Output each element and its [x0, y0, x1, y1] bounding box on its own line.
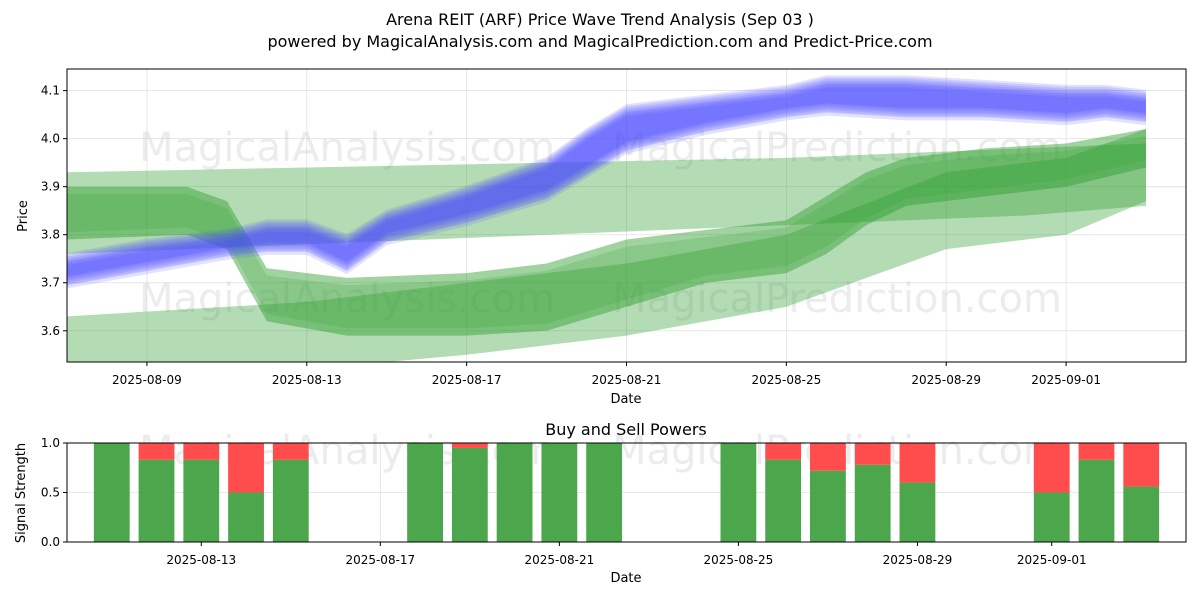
trend-band-a-core	[67, 136, 1146, 329]
power-x-tick-label: 2025-08-29	[883, 553, 953, 567]
power-y-tick-label: 0.0	[41, 535, 60, 549]
price-chart-ylabel: Price	[16, 200, 31, 232]
sell-power-bar	[451, 443, 488, 448]
power-y-tick-label: 1.0	[41, 436, 60, 450]
buy-power-bar	[765, 459, 802, 542]
watermark-prediction-top: MagicalPrediction.com	[612, 125, 1062, 171]
sell-power-bar	[1078, 443, 1115, 460]
price-chart-bands	[67, 75, 1146, 362]
sell-power-bar	[854, 443, 891, 465]
price-x-tick-label: 2025-08-17	[432, 373, 502, 387]
price-chart-grid	[67, 69, 1186, 362]
power-chart: Buy and Sell Powers MagicalAnalysis.com …	[14, 420, 1187, 586]
power-x-tick-label: 2025-08-21	[524, 553, 594, 567]
sell-power-bar	[1123, 443, 1160, 487]
price-x-tick-label: 2025-08-13	[272, 373, 342, 387]
sell-power-bar	[765, 443, 802, 460]
figure-title-line1: Arena REIT (ARF) Price Wave Trend Analys…	[386, 10, 814, 29]
power-chart-ylabel: Signal Strength	[14, 443, 29, 543]
price-chart-y-ticks: 3.6 3.7 3.8 3.9 4.0 4.1	[41, 84, 67, 338]
watermark-analysis-mid: MagicalAnalysis.com	[139, 276, 555, 322]
buy-power-bar	[93, 443, 130, 542]
power-x-tick-label: 2025-08-25	[704, 553, 774, 567]
buy-power-bar	[854, 464, 891, 542]
price-wave-band-layer	[67, 75, 1146, 289]
buy-power-bar	[1078, 459, 1115, 542]
buy-power-bar	[451, 447, 488, 542]
price-chart-x-ticks: 2025-08-09 2025-08-13 2025-08-17 2025-08-21…	[112, 362, 1101, 387]
price-y-tick-label: 4.1	[41, 84, 60, 98]
price-y-tick-label: 4.0	[41, 132, 60, 146]
price-x-tick-label: 2025-08-21	[592, 373, 662, 387]
power-x-tick-label: 2025-08-13	[166, 553, 236, 567]
sell-power-bar	[899, 443, 936, 483]
buy-power-bar	[1033, 492, 1070, 542]
price-wave-band-layer	[67, 87, 1146, 276]
trend-band-a	[67, 129, 1146, 336]
buy-power-bar	[1123, 486, 1160, 542]
price-wave-band-layer	[67, 85, 1146, 277]
power-chart-x-ticks: 2025-08-13 2025-08-17 2025-08-21 2025-08-25…	[166, 542, 1087, 567]
buy-power-bar	[228, 492, 264, 542]
price-y-tick-label: 3.7	[41, 276, 60, 290]
trend-band-b	[67, 129, 1146, 362]
watermark-analysis-top: MagicalAnalysis.com	[139, 125, 555, 171]
price-y-tick-label: 3.8	[41, 228, 60, 242]
buy-power-bar	[899, 482, 936, 542]
price-wave-band-layer	[67, 79, 1146, 285]
sell-power-bar	[228, 443, 264, 493]
power-chart-y-ticks: 0.0 0.5 1.0	[41, 436, 67, 549]
price-x-tick-label: 2025-08-25	[751, 373, 821, 387]
price-x-tick-label: 2025-08-09	[112, 373, 182, 387]
power-chart-bars	[93, 443, 1160, 542]
buy-power-bar	[541, 443, 578, 542]
price-wave-band-layer	[67, 77, 1146, 286]
buy-power-bar	[272, 459, 309, 542]
buy-power-bar	[810, 470, 846, 542]
power-chart-xlabel: Date	[610, 571, 641, 586]
price-y-tick-label: 3.9	[41, 180, 60, 194]
power-y-tick-label: 0.5	[41, 486, 60, 500]
buy-power-bar	[720, 443, 757, 542]
sell-power-bar	[272, 443, 309, 460]
figure-title-line2: powered by MagicalAnalysis.com and Magic…	[267, 32, 932, 51]
sell-power-bar	[810, 443, 846, 471]
trend-band-long-range	[67, 143, 1146, 254]
price-x-tick-label: 2025-08-29	[911, 373, 981, 387]
price-chart: MagicalAnalysis.com MagicalPrediction.co…	[16, 68, 1187, 407]
power-chart-title: Buy and Sell Powers	[545, 420, 707, 439]
buy-power-bar	[586, 443, 623, 542]
price-wave-band-layer	[67, 82, 1146, 281]
buy-power-bar	[138, 459, 175, 542]
price-wave-band-layer	[67, 81, 1146, 283]
price-wave-band-layer	[67, 83, 1146, 279]
power-x-tick-label: 2025-08-17	[345, 553, 415, 567]
price-y-tick-label: 3.6	[41, 324, 60, 338]
power-x-tick-label: 2025-09-01	[1017, 553, 1087, 567]
sell-power-bar	[183, 443, 220, 460]
buy-power-bar	[407, 443, 443, 542]
buy-power-bar	[496, 443, 533, 542]
price-x-tick-label: 2025-09-01	[1031, 373, 1101, 387]
buy-power-bar	[183, 459, 220, 542]
sell-power-bar	[1033, 443, 1070, 493]
sell-power-bar	[138, 443, 175, 460]
price-chart-xlabel: Date	[610, 392, 641, 407]
watermark-prediction-mid: MagicalPrediction.com	[612, 276, 1062, 322]
